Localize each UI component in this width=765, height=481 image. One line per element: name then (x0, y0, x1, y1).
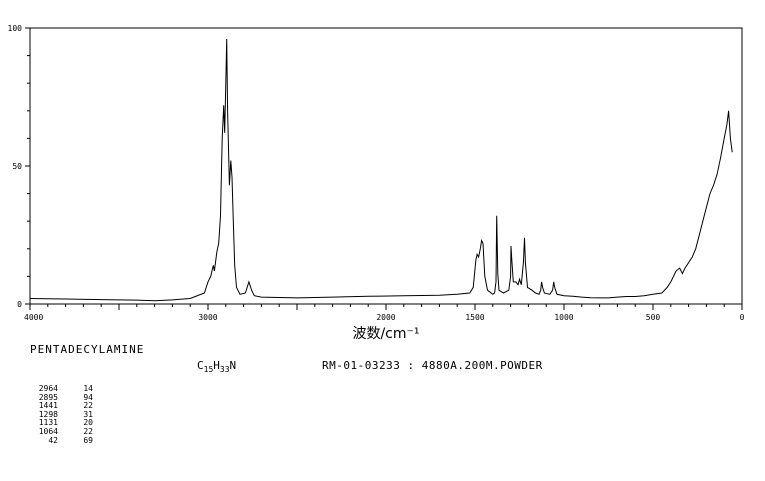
x-tick-label: 3000 (198, 313, 217, 322)
peak-row: 1441 22 (30, 402, 93, 411)
peak-intensity: 14 (83, 384, 93, 393)
y-tick-label: 100 (8, 24, 23, 33)
peak-intensity: 31 (83, 409, 93, 419)
raman-spectrum-chart: 0 50 100 4000 3000 2000 1500 1000 500 0 波数/cm⁻¹ (8, 24, 745, 340)
x-tick-label: 1000 (554, 313, 573, 322)
peak-table: 2964 14 2895 94 1441 22 1298 31 1131 20 1064 22 42 69 (30, 384, 93, 446)
peak-wavenumber: 1131 (38, 418, 58, 428)
formula-element-n: N (229, 359, 237, 372)
x-tick-label: 0 (740, 313, 745, 322)
y-axis: 0 50 100 (8, 24, 30, 309)
peak-intensity: 69 (83, 435, 93, 445)
peak-wavenumber: 42 (48, 435, 58, 445)
peak-intensity: 20 (83, 418, 93, 428)
plot-frame (29, 27, 743, 305)
y-tick-label: 50 (12, 162, 22, 171)
peak-wavenumber: 1064 (38, 426, 58, 436)
peak-wavenumber: 1298 (38, 409, 58, 419)
peak-row: 1298 31 (30, 409, 93, 420)
compound-name: PENTADECYLAMINE (30, 343, 145, 356)
formula-element-c: C (197, 359, 204, 372)
peak-intensity: 94 (83, 392, 93, 402)
peak-intensity: 22 (83, 401, 93, 411)
x-tick-label: 1500 (465, 313, 484, 322)
spectrum-line (29, 38, 733, 302)
peak-row: 42 69 (30, 435, 93, 446)
peak-intensity: 22 (83, 426, 93, 436)
peak-row: 2895 94 (30, 392, 93, 403)
catalog-info: RM-01-03233 : 4880A.200M.POWDER (322, 359, 543, 372)
peak-row: 1131 20 (30, 419, 93, 428)
formula-element-h: H (213, 359, 220, 372)
peak-wavenumber: 2964 (38, 384, 58, 393)
x-axis: 4000 3000 2000 1500 1000 500 0 (24, 304, 745, 322)
molecular-formula: C15H33N (197, 359, 236, 374)
x-tick-label: 2000 (376, 313, 395, 322)
x-tick-label: 500 (646, 313, 661, 322)
y-tick-label: 0 (17, 300, 22, 309)
peak-wavenumber: 2895 (38, 392, 58, 402)
peak-wavenumber: 1441 (38, 401, 58, 411)
formula-count-c: 15 (203, 365, 214, 375)
peak-row: 2964 14 (30, 384, 93, 394)
formula-count-h: 33 (219, 365, 230, 375)
x-axis-label: 波数/cm⁻¹ (352, 326, 419, 340)
peak-row: 1064 22 (30, 426, 93, 437)
x-tick-label: 4000 (24, 313, 43, 322)
